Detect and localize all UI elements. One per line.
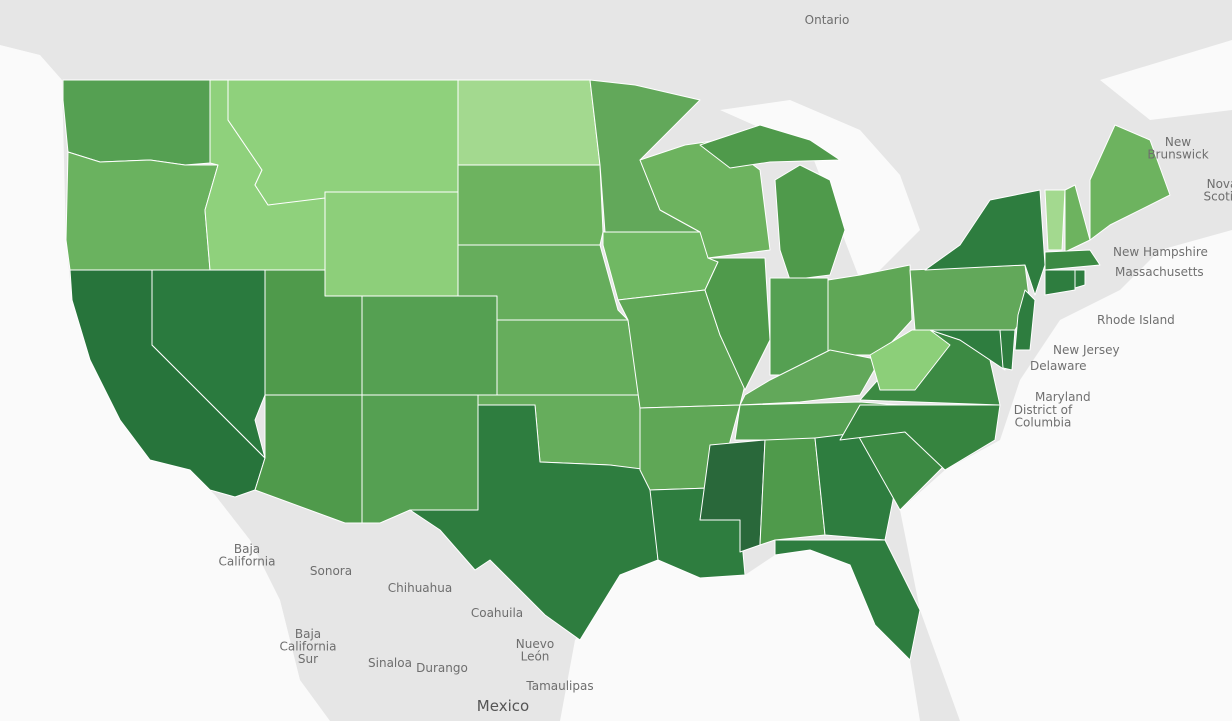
pacific-ocean: [0, 45, 330, 721]
state-region: [1074, 269, 1086, 289]
state-region: [924, 189, 1046, 296]
place-label: Chihuahua: [388, 581, 452, 595]
state-region: [1089, 124, 1171, 241]
state-region: [1044, 269, 1076, 296]
state-region: [361, 295, 498, 396]
place-label: District of: [1014, 403, 1073, 417]
state-region: [65, 151, 219, 271]
state-region: [361, 394, 479, 524]
state-region: [929, 329, 1006, 371]
place-label: Sinaloa: [368, 656, 412, 670]
gulf-of-mexico: [560, 470, 920, 721]
place-label: California: [219, 555, 276, 569]
state-region: [774, 164, 846, 281]
state-region: [227, 79, 459, 206]
state-region: [704, 257, 771, 391]
state-region: [774, 539, 921, 661]
state-region: [1044, 189, 1066, 251]
place-label: Delaware: [1030, 359, 1087, 373]
gulf-of-st-lawrence: [1100, 40, 1232, 120]
place-label: Nuevo: [516, 637, 554, 651]
place-label: New Jersey: [1053, 343, 1120, 357]
place-label: Brunswick: [1147, 148, 1208, 162]
state-region: [457, 164, 604, 246]
states: [62, 79, 1171, 661]
atlantic-ocean: [900, 230, 1232, 721]
place-label: Nova: [1207, 177, 1232, 191]
place-label: New Hampshire: [1113, 245, 1208, 259]
place-label: Maryland: [1035, 390, 1091, 404]
place-label: Columbia: [1015, 416, 1072, 430]
state-region: [759, 437, 826, 546]
place-label: Durango: [416, 661, 468, 675]
state-region: [999, 329, 1016, 371]
state-region: [457, 79, 601, 166]
place-label: Ontario: [805, 13, 850, 27]
place-label: Sonora: [310, 564, 352, 578]
place-label: Mexico: [477, 697, 529, 715]
state-region: [602, 231, 719, 301]
state-region: [409, 404, 659, 641]
place-label: New: [1165, 135, 1191, 149]
place-label: Coahuila: [471, 606, 523, 620]
state-region: [324, 191, 459, 297]
great-lakes: [720, 100, 920, 280]
place-label: California: [280, 640, 337, 654]
state-region: [699, 124, 841, 169]
place-label: Baja: [295, 627, 321, 641]
place-label: Baja: [234, 542, 260, 556]
place-label: Sur: [298, 652, 318, 666]
state-region: [62, 79, 211, 166]
state-region: [1014, 289, 1036, 351]
place-label: León: [521, 650, 550, 664]
state-region: [869, 329, 951, 391]
place-label: Scotia: [1204, 190, 1232, 204]
place-label: Massachusetts: [1115, 265, 1204, 279]
place-label: Rhode Island: [1097, 313, 1175, 327]
place-label: Tamaulipas: [525, 679, 593, 693]
state-region: [496, 319, 641, 396]
state-region: [1044, 249, 1101, 271]
state-region: [909, 264, 1031, 331]
